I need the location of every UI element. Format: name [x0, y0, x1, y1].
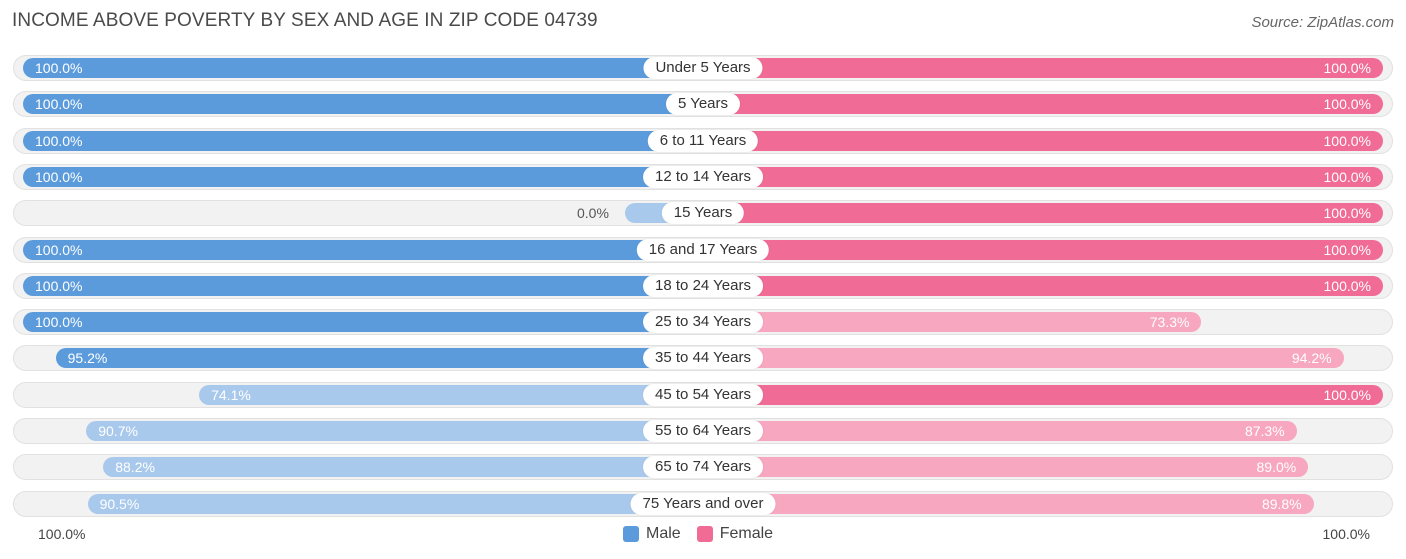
category-label: 12 to 14 Years	[643, 165, 763, 188]
category-label: 45 to 54 Years	[643, 383, 763, 406]
female-value-label: 100.0%	[1323, 132, 1371, 149]
male-bar[interactable]	[23, 312, 703, 333]
category-label: 5 Years	[665, 93, 741, 116]
female-value-label: 100.0%	[1323, 168, 1371, 185]
male-bar[interactable]	[23, 58, 703, 78]
female-value-label: 100.0%	[1323, 96, 1371, 113]
male-value-label: 95.2%	[67, 350, 108, 367]
male-value-label: 90.5%	[99, 495, 140, 512]
male-bar[interactable]	[87, 493, 703, 514]
male-value-label: 100.0%	[35, 60, 83, 76]
female-value-label: 89.0%	[1256, 459, 1297, 476]
category-label: Under 5 Years	[643, 57, 763, 79]
male-bar[interactable]	[199, 384, 703, 405]
category-label: 6 to 11 Years	[647, 129, 759, 152]
female-bar[interactable]	[703, 421, 1297, 441]
category-label: 16 and 17 Years	[636, 238, 770, 261]
axis-right-label: 100.0%	[1322, 526, 1370, 542]
male-value-label: 74.1%	[211, 386, 251, 403]
female-value-label: 100.0%	[1323, 205, 1371, 222]
male-bar[interactable]	[55, 348, 703, 369]
female-bar[interactable]	[703, 312, 1202, 333]
female-bar[interactable]	[703, 493, 1314, 514]
female-value-label: 87.3%	[1244, 423, 1285, 439]
female-value-label: 100.0%	[1323, 60, 1371, 76]
female-bar[interactable]	[703, 203, 1383, 224]
category-label: 18 to 24 Years	[643, 274, 763, 297]
male-value-label: 100.0%	[35, 314, 83, 331]
male-bar[interactable]	[23, 94, 703, 115]
male-value-label: 100.0%	[35, 241, 83, 258]
category-label: 65 to 74 Years	[643, 456, 763, 479]
male-bar[interactable]	[23, 239, 703, 260]
category-label: 55 to 64 Years	[643, 420, 763, 442]
male-bar[interactable]	[23, 166, 703, 187]
legend: Male Female	[623, 523, 789, 545]
female-bar[interactable]	[703, 457, 1309, 478]
male-bar[interactable]	[23, 130, 703, 151]
category-label: 35 to 44 Years	[643, 347, 763, 370]
female-bar[interactable]	[703, 275, 1383, 296]
male-bar[interactable]	[103, 457, 703, 478]
female-bar[interactable]	[703, 239, 1383, 260]
legend-swatch-male	[623, 526, 639, 542]
male-value-label: 0.0%	[577, 205, 609, 222]
male-value-label: 90.7%	[98, 423, 138, 439]
male-bar[interactable]	[23, 275, 703, 296]
female-value-label: 100.0%	[1323, 386, 1371, 403]
legend-swatch-female	[696, 526, 713, 542]
legend-label-male: Male	[646, 525, 681, 542]
female-value-label: 89.8%	[1261, 495, 1302, 512]
category-label: 25 to 34 Years	[643, 311, 763, 334]
legend-label-female: Female	[719, 525, 774, 542]
female-value-label: 94.2%	[1291, 350, 1332, 367]
female-bar[interactable]	[703, 384, 1383, 405]
legend-item-female[interactable]: Female	[696, 525, 774, 543]
female-value-label: 100.0%	[1323, 277, 1371, 294]
chart-title: INCOME ABOVE POVERTY BY SEX AND AGE IN Z…	[12, 10, 598, 31]
male-value-label: 100.0%	[35, 132, 83, 149]
female-bar[interactable]	[703, 348, 1344, 369]
legend-item-male[interactable]: Male	[623, 525, 681, 543]
male-value-label: 100.0%	[35, 168, 83, 185]
male-value-label: 88.2%	[115, 459, 155, 476]
axis-left-label: 100.0%	[38, 526, 86, 542]
male-value-label: 100.0%	[35, 277, 83, 294]
female-value-label: 100.0%	[1323, 241, 1371, 258]
category-label: 75 Years and over	[630, 492, 776, 515]
male-bar[interactable]	[86, 421, 703, 441]
female-bar[interactable]	[703, 130, 1383, 151]
female-bar[interactable]	[703, 166, 1383, 187]
male-value-label: 100.0%	[35, 96, 83, 113]
source-note: Source: ZipAtlas.com	[1251, 14, 1394, 31]
female-value-label: 73.3%	[1149, 314, 1190, 331]
category-label: 15 Years	[661, 202, 745, 225]
female-bar[interactable]	[703, 58, 1383, 78]
female-bar[interactable]	[703, 94, 1383, 115]
